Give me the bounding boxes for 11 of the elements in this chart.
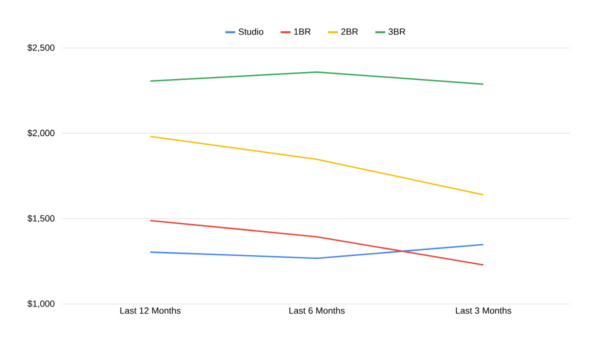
y-tick-label: $1,500: [27, 214, 54, 223]
legend-label: 3BR: [388, 28, 406, 35]
x-tick-label: Last 3 Months: [456, 307, 512, 314]
y-tick-label: $1,000: [27, 300, 54, 308]
x-tick-label: Last 6 Months: [289, 307, 345, 314]
legend-label: 1BR: [294, 28, 311, 35]
y-tick-label: $2,500: [27, 44, 54, 52]
x-tick-label: Last 12 Months: [120, 307, 181, 314]
legend-label: 2BR: [341, 28, 358, 35]
legend-label: Studio: [238, 28, 264, 35]
y-tick-label: $2,000: [27, 129, 54, 138]
